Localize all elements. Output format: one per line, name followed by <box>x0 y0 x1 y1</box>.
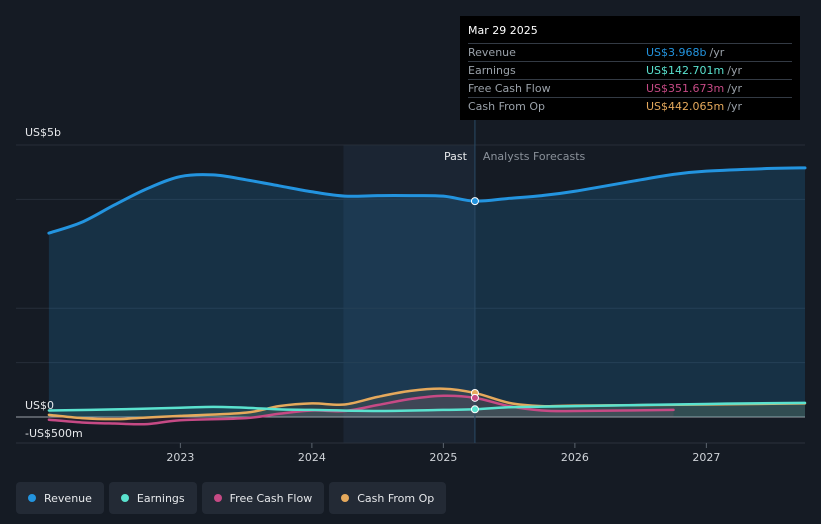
tooltip-row-earnings: Earnings US$142.701m /yr <box>468 61 792 79</box>
hover-markers <box>470 197 479 414</box>
legend-label: Cash From Op <box>357 491 435 505</box>
tooltip-unit: /yr <box>727 64 742 77</box>
tooltip-value: US$442.065m <box>646 100 725 113</box>
tooltip-value: US$3.968b <box>646 46 707 59</box>
legend-dot-icon <box>341 494 350 502</box>
tooltip: Mar 29 2025 Revenue US$3.968b /yr Earnin… <box>460 16 800 120</box>
marker-earnings <box>470 405 479 414</box>
legend-dot-icon <box>213 494 222 502</box>
tooltip-value: US$351.673m <box>646 82 725 95</box>
legend-item-free-cash-flow[interactable]: Free Cash Flow <box>201 482 325 514</box>
legend-item-earnings[interactable]: Earnings <box>108 482 197 514</box>
grid-lines <box>16 144 805 444</box>
area-revenue <box>48 167 805 417</box>
tooltip-unit: /yr <box>727 100 742 113</box>
y-axis-labels: US$5b US$0 -US$500m <box>25 126 83 440</box>
marker-fcf <box>470 393 479 402</box>
marker-revenue <box>470 197 479 206</box>
tooltip-row-revenue: Revenue US$3.968b /yr <box>468 43 792 61</box>
series-lines <box>47 166 807 426</box>
legend-label: Free Cash Flow <box>229 491 313 505</box>
tooltip-label: Revenue <box>468 46 516 59</box>
tooltip-label: Cash From Op <box>468 100 546 113</box>
legend-dot-icon <box>28 494 36 502</box>
past-label: Past <box>444 150 468 163</box>
legend-label: Earnings <box>136 491 185 505</box>
x-tick-label: 2023 <box>166 451 194 464</box>
tooltip-unit: /yr <box>727 82 742 95</box>
tooltip-value: US$142.701m <box>646 64 725 77</box>
x-tick-label: 2027 <box>692 451 720 464</box>
tooltip-label: Free Cash Flow <box>468 82 551 95</box>
tooltip-date: Mar 29 2025 <box>468 24 538 37</box>
x-tick-label: 2026 <box>561 451 589 464</box>
x-axis: 2023 2024 2025 2026 2027 <box>166 443 720 464</box>
tooltip-row-cash-from-op: Cash From Op US$442.065m /yr <box>468 97 792 115</box>
legend: Revenue Earnings Free Cash Flow Cash Fro… <box>16 482 447 514</box>
tooltip-row-free-cash-flow: Free Cash Flow US$351.673m /yr <box>468 79 792 97</box>
y-axis-label: -US$500m <box>25 427 83 440</box>
forecast-label: Analysts Forecasts <box>483 150 586 163</box>
y-axis-label: US$5b <box>25 126 61 139</box>
line-earnings <box>47 401 807 413</box>
legend-dot-icon <box>120 494 129 502</box>
legend-label: Revenue <box>44 491 92 505</box>
y-axis-label: US$0 <box>25 399 54 412</box>
line-revenue <box>47 166 807 235</box>
legend-item-revenue[interactable]: Revenue <box>16 482 104 514</box>
series-areas <box>48 167 805 425</box>
tooltip-unit: /yr <box>709 46 725 59</box>
x-tick-label: 2025 <box>429 451 457 464</box>
legend-item-cash-from-op[interactable]: Cash From Op <box>329 482 447 514</box>
x-tick-label: 2024 <box>298 451 326 464</box>
tooltip-label: Earnings <box>468 64 516 77</box>
